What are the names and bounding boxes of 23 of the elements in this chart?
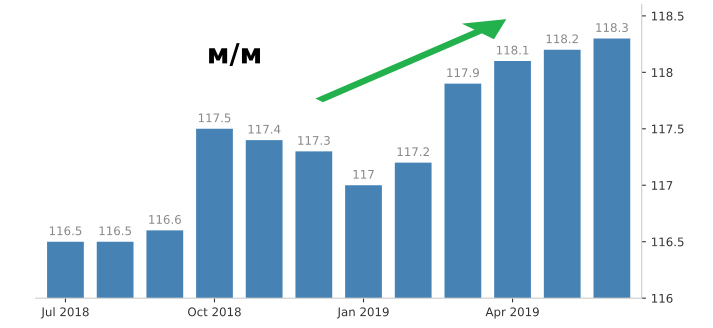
data-label: 116.6 <box>149 215 181 224</box>
x-tick-label: Jan 2019 <box>336 307 389 319</box>
x-tick-label: Jul 2018 <box>40 307 89 319</box>
data-label: 116.5 <box>50 226 82 236</box>
data-label: 118.1 <box>496 46 528 55</box>
annotation: м/м <box>209 43 260 66</box>
y-tick-label: 116 <box>652 294 673 303</box>
x-tick-label: Apr 2019 <box>486 307 539 319</box>
data-label: 117.4 <box>248 124 280 134</box>
data-label: 116.5 <box>100 226 131 236</box>
data-label: 117 <box>354 170 374 179</box>
y-tick-label: 117 <box>652 181 672 190</box>
data-label: 117.9 <box>447 68 479 78</box>
data-label: 118.3 <box>596 23 628 32</box>
y-tick-label: 118.5 <box>652 12 684 21</box>
data-label: 117.2 <box>398 147 429 156</box>
data-label: 118.2 <box>546 34 578 44</box>
x-tick-label: Oct 2018 <box>188 307 241 316</box>
data-label: 117.3 <box>298 136 330 145</box>
y-tick-label: 116.5 <box>652 237 684 246</box>
y-tick-label: 118 <box>652 68 672 77</box>
y-tick-label: 117.5 <box>652 124 684 134</box>
data-label: 117.5 <box>198 114 230 122</box>
